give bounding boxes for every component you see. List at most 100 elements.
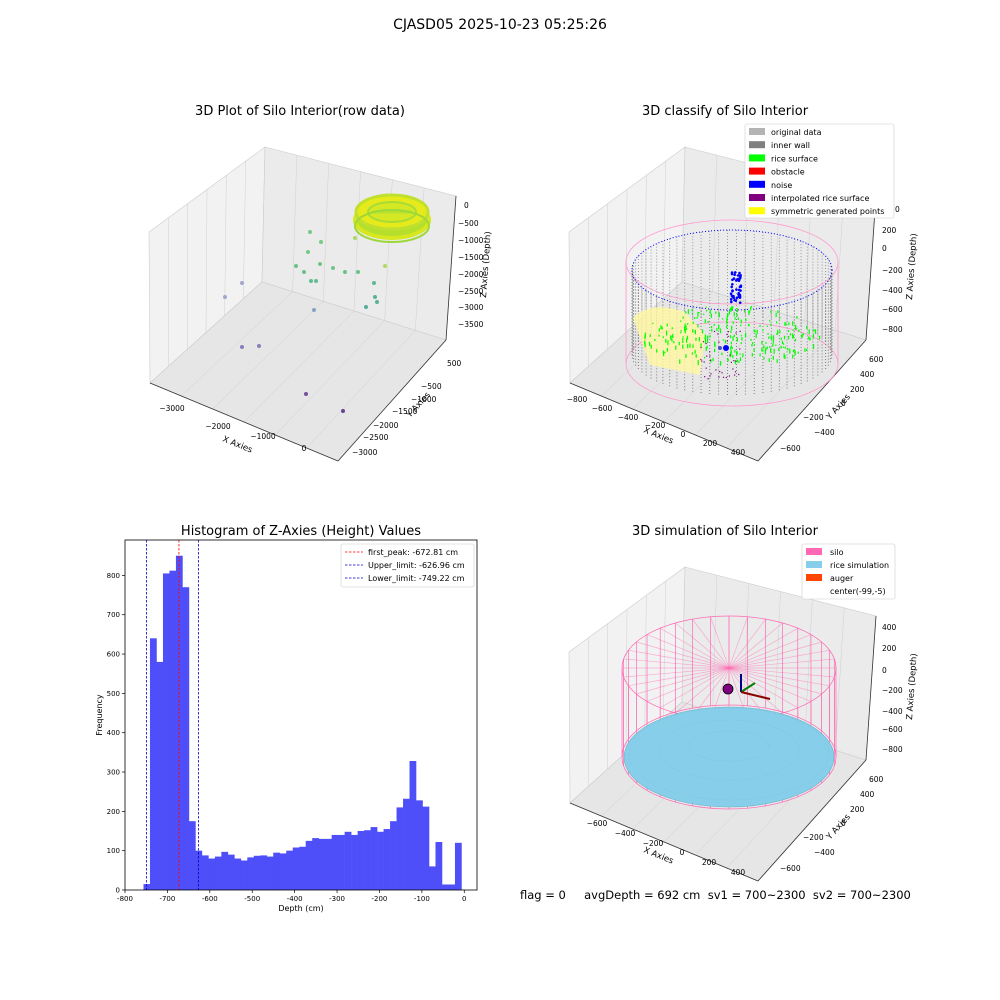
- noise-point: [739, 274, 742, 277]
- rice-surface-point: [782, 346, 785, 348]
- rice-surface-point: [693, 317, 696, 320]
- interpolated-point: [700, 358, 702, 361]
- histogram-bar: [441, 884, 449, 890]
- interpolated-point: [726, 340, 728, 342]
- sim-x-tick: −200: [643, 839, 664, 848]
- rice-surface-point: [789, 348, 791, 354]
- y-tick-label: 400: [107, 729, 120, 737]
- interpolated-point: [709, 375, 711, 377]
- interpolated-point: [713, 330, 716, 333]
- rice-surface-point: [769, 319, 771, 322]
- rice-surface-point: [710, 325, 713, 329]
- rice-surface-point: [765, 347, 767, 351]
- raw-z-tick: −500: [458, 219, 479, 228]
- sim-z-tick: −200: [882, 686, 903, 695]
- rice-surface-point: [730, 351, 732, 357]
- y-tick-label: 200: [107, 808, 120, 816]
- rice-surface-point: [682, 344, 684, 349]
- interpolated-point: [730, 361, 733, 363]
- rice-surface-point: [740, 334, 742, 337]
- rice-surface-point: [727, 313, 729, 317]
- rice-surface-point: [716, 328, 718, 332]
- figure-title: CJASD05 2025-10-23 05:25:26: [393, 17, 607, 33]
- legend-swatch: [806, 548, 822, 555]
- rice-surface-point: [812, 334, 815, 339]
- x-tick-label: -300: [329, 895, 345, 903]
- rice-surface-point: [691, 309, 693, 312]
- rice-surface-point: [705, 346, 707, 352]
- rice-surface-point: [656, 349, 658, 353]
- rice-surface-point: [748, 323, 750, 327]
- rice-surface-point: [687, 309, 689, 314]
- rice-surface-point: [795, 324, 797, 330]
- rice-surface-point: [748, 310, 750, 316]
- histogram-y-ticks: 0 100 200 300 400 500 600 700 800: [107, 572, 125, 895]
- raw-y-tick: −2500: [363, 433, 389, 442]
- histogram-bars: [143, 555, 462, 890]
- legend-swatch: [806, 574, 822, 581]
- interpolated-point: [726, 333, 728, 335]
- noise-point: [738, 271, 741, 275]
- noise-point: [732, 296, 736, 300]
- rice-surface-point: [814, 329, 817, 334]
- raw-data-point: [223, 295, 227, 299]
- histogram-bar: [169, 570, 177, 890]
- rice-surface-point: [709, 309, 711, 314]
- legend-label: silo: [830, 548, 844, 557]
- classify-silo-outline: [625, 219, 839, 407]
- raw-data-point: [304, 392, 308, 396]
- sim-y-tick: −200: [803, 833, 824, 842]
- sim-x-tick: −600: [587, 819, 608, 828]
- rice-surface-point: [730, 345, 733, 348]
- rice-surface-point: [698, 337, 700, 342]
- interpolated-point: [706, 355, 708, 357]
- raw-data-point: [240, 345, 244, 349]
- cls-x-tick: −200: [645, 421, 666, 430]
- rice-surface-point: [740, 342, 742, 344]
- rice-surface-point: [777, 329, 779, 335]
- rice-surface-point: [692, 344, 694, 348]
- rice-surface-point: [772, 343, 774, 347]
- sim-z-tick: 200: [882, 644, 897, 653]
- rice-surface-point: [753, 344, 756, 346]
- rice-surface-point: [792, 335, 795, 339]
- interpolated-point: [710, 359, 712, 361]
- classify-3d-plot: original data inner wall rice surface obsta…: [567, 123, 920, 462]
- histogram-bar: [149, 638, 157, 890]
- rice-surface-point: [706, 335, 709, 338]
- rice-surface-point: [741, 337, 743, 341]
- histogram-x-label: Depth (cm): [278, 904, 323, 913]
- rice-surface-point: [762, 329, 764, 332]
- rice-surface-point: [703, 313, 705, 316]
- rice-surface-point: [798, 329, 800, 332]
- rice-surface-point: [697, 360, 699, 366]
- histogram-bar: [338, 834, 345, 890]
- interpolated-point: [719, 370, 721, 373]
- histogram-y-label: Frequency: [95, 694, 104, 736]
- sim-y-tick: 600: [869, 775, 884, 784]
- x-tick-label: -200: [372, 895, 388, 903]
- rice-surface-point: [724, 339, 727, 344]
- rice-surface-point: [766, 325, 768, 327]
- rice-surface-point: [732, 321, 734, 324]
- noise-point: [733, 271, 737, 274]
- histogram-bar: [286, 850, 294, 890]
- cls-x-tick: −400: [618, 413, 639, 422]
- histogram-bar: [299, 846, 307, 890]
- rice-surface-point: [697, 324, 699, 328]
- cls-y-label: Y Axies: [824, 392, 853, 423]
- rice-surface-point: [734, 317, 736, 320]
- x-tick-label: 0: [462, 895, 466, 903]
- rice-surface-point: [685, 354, 687, 358]
- rice-surface-point: [670, 335, 672, 339]
- interpolated-point: [717, 333, 719, 335]
- raw-z-tick: −2500: [458, 287, 484, 296]
- rice-surface-point: [728, 310, 731, 315]
- rice-surface-point: [739, 353, 741, 355]
- rice-surface-point: [664, 351, 666, 354]
- cls-y-tick: 600: [869, 355, 884, 364]
- histogram-bar: [143, 884, 151, 890]
- rice-surface-point: [701, 329, 704, 334]
- rice-surface-point: [788, 335, 790, 340]
- rice-surface-point: [714, 343, 716, 348]
